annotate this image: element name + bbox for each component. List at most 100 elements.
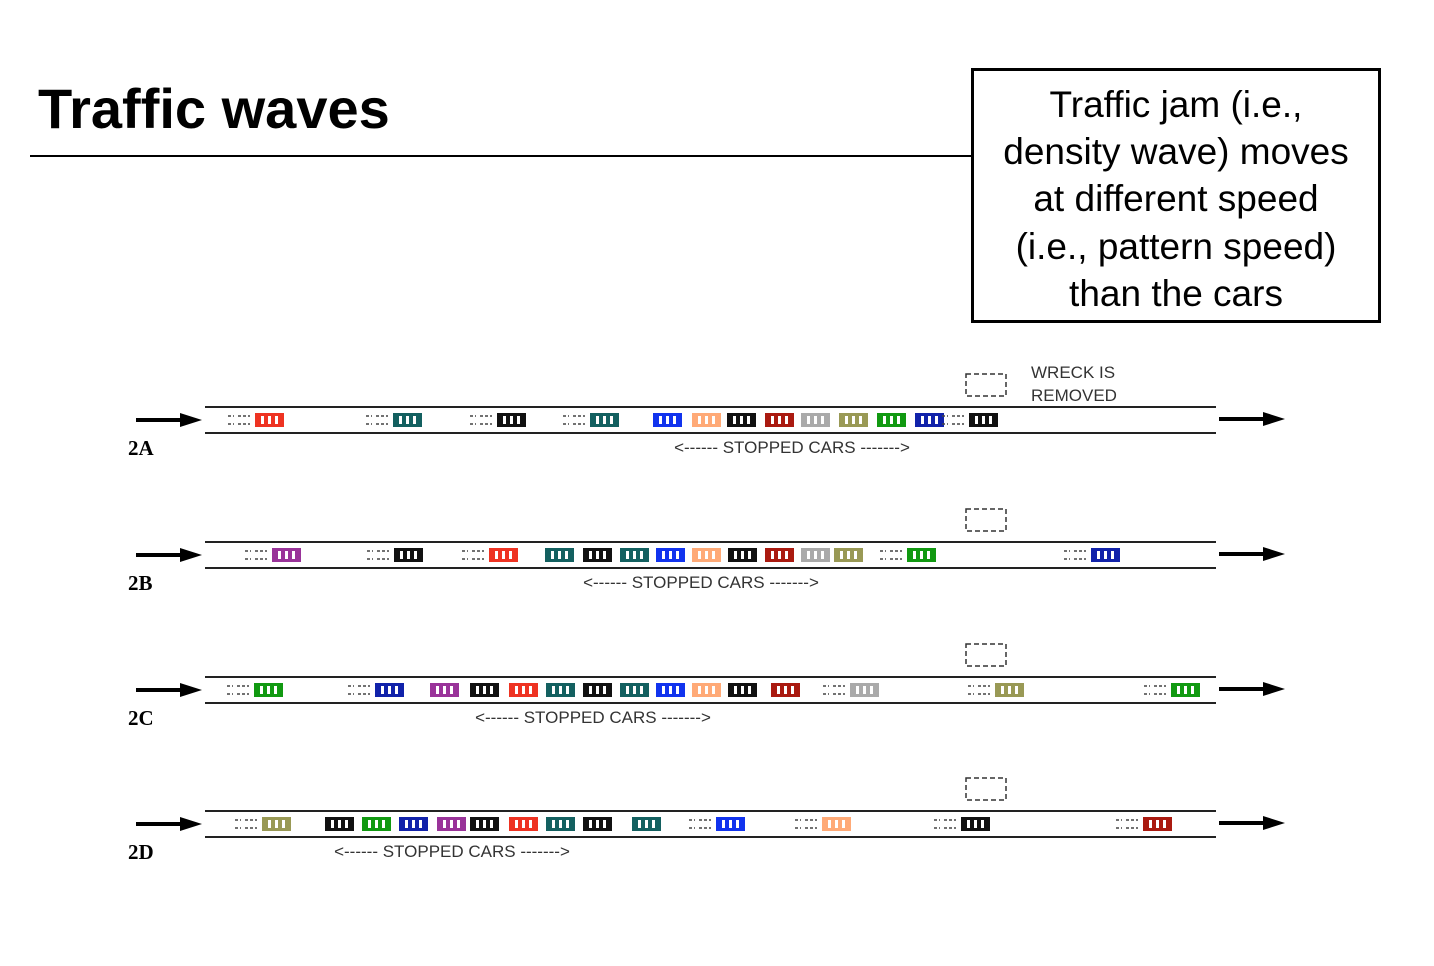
car [656, 548, 685, 562]
stopped-cars-label: <------ STOPPED CARS -------> [475, 708, 711, 727]
car [728, 548, 757, 562]
row-label: 2A [128, 436, 155, 460]
car-window [412, 820, 415, 828]
car [632, 817, 661, 831]
car [839, 413, 868, 427]
car [942, 413, 998, 427]
car [228, 413, 284, 427]
car-window [559, 820, 562, 828]
car [399, 817, 428, 831]
car-window [282, 820, 285, 828]
car [692, 683, 721, 697]
car-window [509, 551, 512, 559]
car-window [676, 686, 679, 694]
row-label: 2C [128, 706, 154, 730]
car-window [645, 820, 648, 828]
car [546, 817, 575, 831]
car-window [278, 551, 281, 559]
car-window [640, 686, 643, 694]
car-window [1008, 686, 1011, 694]
motion-lines [245, 550, 267, 560]
car [934, 817, 990, 831]
car-window [589, 686, 592, 694]
car-window [736, 820, 739, 828]
car [834, 548, 863, 562]
car [915, 413, 944, 427]
car [801, 548, 830, 562]
motion-lines [228, 415, 250, 425]
car-window [673, 416, 676, 424]
car-window [603, 416, 606, 424]
car-window [267, 686, 270, 694]
car-window [676, 551, 679, 559]
car-window [928, 416, 931, 424]
car [689, 817, 745, 831]
arrow-head [1263, 412, 1285, 426]
arrow-head [1263, 547, 1285, 561]
car-window [633, 686, 636, 694]
road-row-2c: 2C <------ STOPPED CARS -------> [128, 643, 1285, 730]
car-window [1111, 551, 1114, 559]
car-window [331, 820, 334, 828]
car [227, 683, 283, 697]
car-window [741, 551, 744, 559]
arrow-head [180, 683, 202, 697]
motion-lines [1116, 819, 1138, 829]
car-window [856, 686, 859, 694]
car-window [633, 551, 636, 559]
car-window [596, 820, 599, 828]
car-window [414, 551, 417, 559]
car-window [747, 416, 750, 424]
car-window [483, 820, 486, 828]
car-window [854, 551, 857, 559]
car-window [1001, 686, 1004, 694]
arrow-head [180, 413, 202, 427]
motion-lines [235, 819, 257, 829]
callout-line-2: density wave) moves [1003, 131, 1349, 172]
car-window [771, 551, 774, 559]
car-window [388, 686, 391, 694]
wreck-text-line-2: REMOVED [1031, 386, 1117, 405]
wreck-marker [965, 508, 1007, 532]
car [728, 683, 757, 697]
motion-lines [367, 550, 389, 560]
car-window [974, 820, 977, 828]
car-window [510, 416, 513, 424]
car-window [840, 551, 843, 559]
car-window [791, 686, 794, 694]
car [877, 413, 906, 427]
car-window [413, 416, 416, 424]
car [545, 548, 574, 562]
car-window [368, 820, 371, 828]
car [620, 683, 649, 697]
car [583, 548, 612, 562]
car-window [436, 686, 439, 694]
car-window [610, 416, 613, 424]
car-window [778, 416, 781, 424]
car-window [740, 416, 743, 424]
motion-lines [1144, 685, 1166, 695]
arrow-in-icon [136, 683, 202, 697]
car-window [443, 820, 446, 828]
car-window [1191, 686, 1194, 694]
car [880, 548, 936, 562]
car-window [268, 416, 271, 424]
car [245, 548, 301, 562]
car [656, 683, 685, 697]
arrow-in-icon [136, 817, 202, 831]
car-window [698, 551, 701, 559]
car-window [828, 820, 831, 828]
car-window [405, 820, 408, 828]
road-row-2a: 2A <------ STOPPED CARS -------> [128, 373, 1285, 460]
car-window [748, 551, 751, 559]
stopped-cars-label: <------ STOPPED CARS -------> [674, 438, 910, 457]
car-window [859, 416, 862, 424]
car-window [712, 416, 715, 424]
wreck-marker [965, 373, 1007, 397]
car [1144, 683, 1200, 697]
car-window [1097, 551, 1100, 559]
car-window [847, 551, 850, 559]
car [509, 683, 538, 697]
car-window [920, 551, 923, 559]
arrow-head [1263, 816, 1285, 830]
